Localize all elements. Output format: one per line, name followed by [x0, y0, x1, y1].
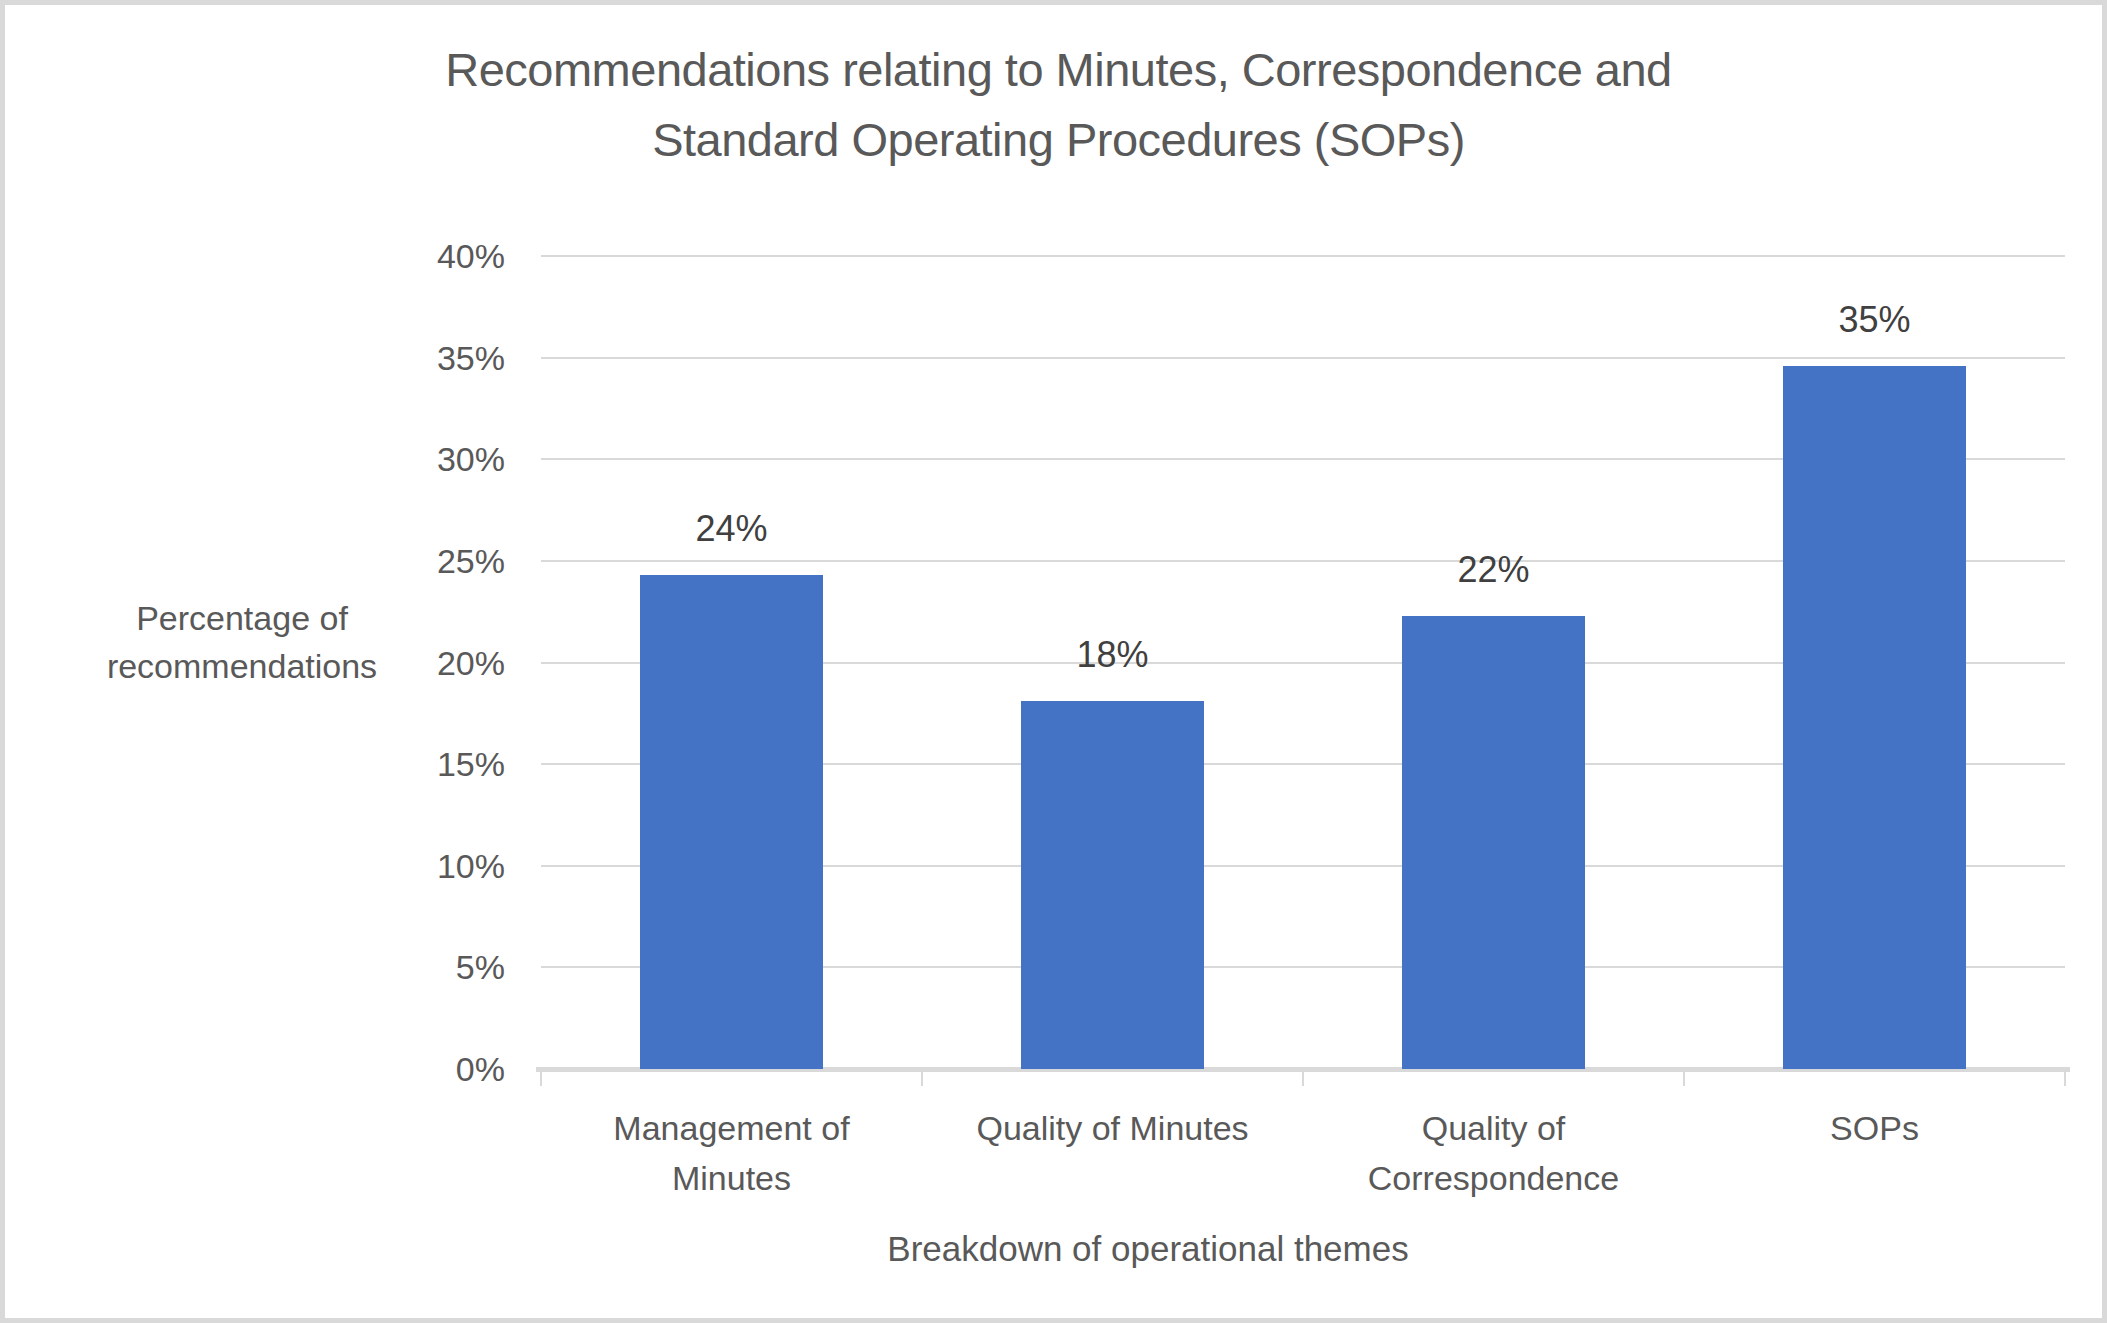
y-axis-tick-label: 40%	[345, 235, 505, 277]
data-label: 18%	[1013, 631, 1213, 679]
chart-title-line-2: Standard Operating Procedures (SOPs)	[5, 105, 2107, 175]
x-axis-tick	[1302, 1072, 1304, 1086]
category-label: Quality of Correspondence	[1319, 1103, 1669, 1203]
chart-title-line-1: Recommendations relating to Minutes, Cor…	[5, 35, 2107, 105]
y-axis-tick-label: 0%	[345, 1048, 505, 1090]
x-axis-tick	[1683, 1072, 1685, 1086]
bar	[1402, 616, 1585, 1069]
y-axis-tick-label: 5%	[345, 946, 505, 988]
gridline	[541, 357, 2065, 359]
category-label: Management of Minutes	[557, 1103, 907, 1203]
y-axis-tick-label: 30%	[345, 438, 505, 480]
chart-title: Recommendations relating to Minutes, Cor…	[5, 35, 2107, 175]
bar	[640, 575, 823, 1069]
gridline	[541, 255, 2065, 257]
y-axis-tick-label: 10%	[345, 845, 505, 887]
plot-area: Recommendations relating to Minutes, Cor…	[5, 5, 2107, 1323]
data-label: 22%	[1394, 546, 1594, 594]
x-axis-title: Breakdown of operational themes	[748, 1227, 1548, 1271]
category-label: SOPs	[1700, 1103, 2050, 1153]
y-axis-tick-label: 25%	[345, 540, 505, 582]
x-axis-tick	[2064, 1072, 2066, 1086]
bar	[1021, 701, 1204, 1069]
bar	[1783, 366, 1966, 1069]
y-axis-tick-label: 20%	[345, 642, 505, 684]
data-label: 35%	[1775, 296, 1975, 344]
y-axis-tick-label: 15%	[345, 743, 505, 785]
chart-frame: Recommendations relating to Minutes, Cor…	[0, 0, 2107, 1323]
data-label: 24%	[632, 505, 832, 553]
x-axis-tick	[921, 1072, 923, 1086]
category-label: Quality of Minutes	[938, 1103, 1288, 1153]
y-axis-tick-label: 35%	[345, 337, 505, 379]
x-axis-tick	[540, 1072, 542, 1086]
